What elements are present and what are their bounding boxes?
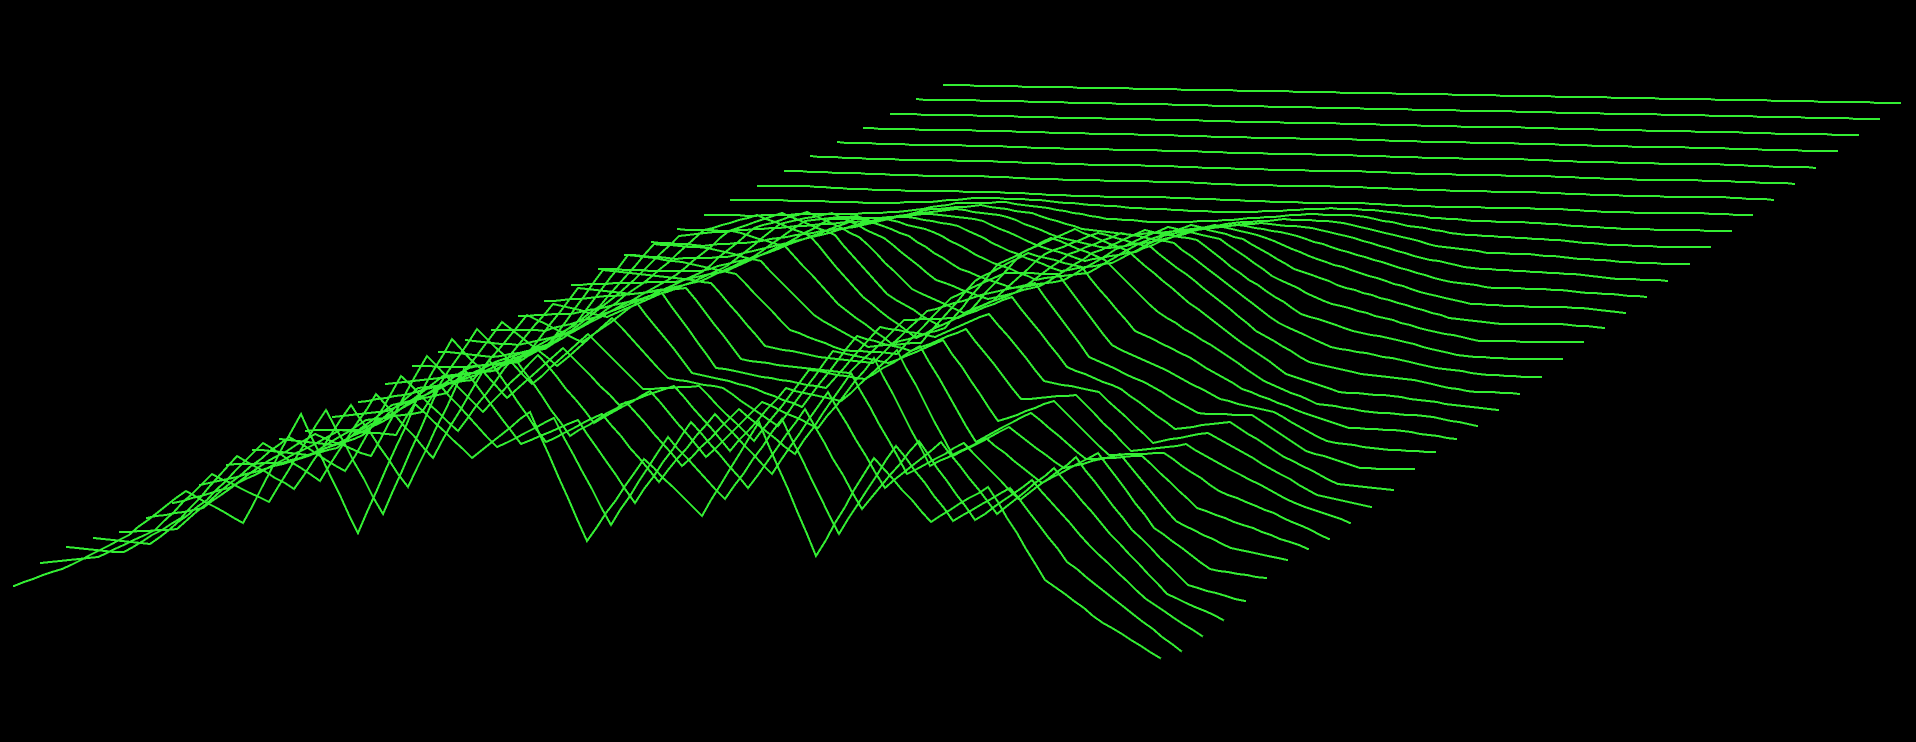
trace-line-30: [784, 170, 1775, 202]
trace-line-18: [464, 211, 1521, 396]
trace-line-2: [39, 383, 1183, 653]
trace-line-36: [943, 84, 1901, 104]
trace-line-29: [757, 185, 1753, 216]
trace-line-14: [357, 253, 1436, 453]
trace-line-31: [809, 154, 1796, 186]
trace-line-21: [544, 214, 1584, 343]
trace-line-19: [491, 210, 1542, 378]
trace-line-23: [598, 216, 1627, 315]
trace-line-5: [119, 355, 1247, 603]
trace-line-35: [915, 97, 1880, 120]
trace-line-10: [252, 301, 1352, 525]
trace-line-28: [730, 197, 1732, 232]
trace-line-22: [571, 217, 1606, 330]
trace-line-25: [650, 207, 1669, 283]
trace-line-1: [12, 402, 1162, 660]
trace-line-6: [145, 353, 1268, 580]
trace-line-27: [704, 201, 1711, 248]
trace-line-9: [225, 316, 1331, 541]
trace-line-13: [331, 268, 1415, 470]
trace-line-3: [65, 367, 1204, 638]
trace-line-16: [412, 229, 1479, 428]
trace-line-32: [836, 140, 1817, 170]
trace-line-33: [863, 127, 1838, 152]
trace-line-7: [171, 337, 1289, 562]
trace-line-20: [518, 211, 1563, 360]
trace-line-34: [890, 113, 1859, 136]
trace-line-11: [278, 291, 1373, 509]
trace-group: [12, 84, 1901, 660]
trace-line-17: [438, 213, 1500, 412]
